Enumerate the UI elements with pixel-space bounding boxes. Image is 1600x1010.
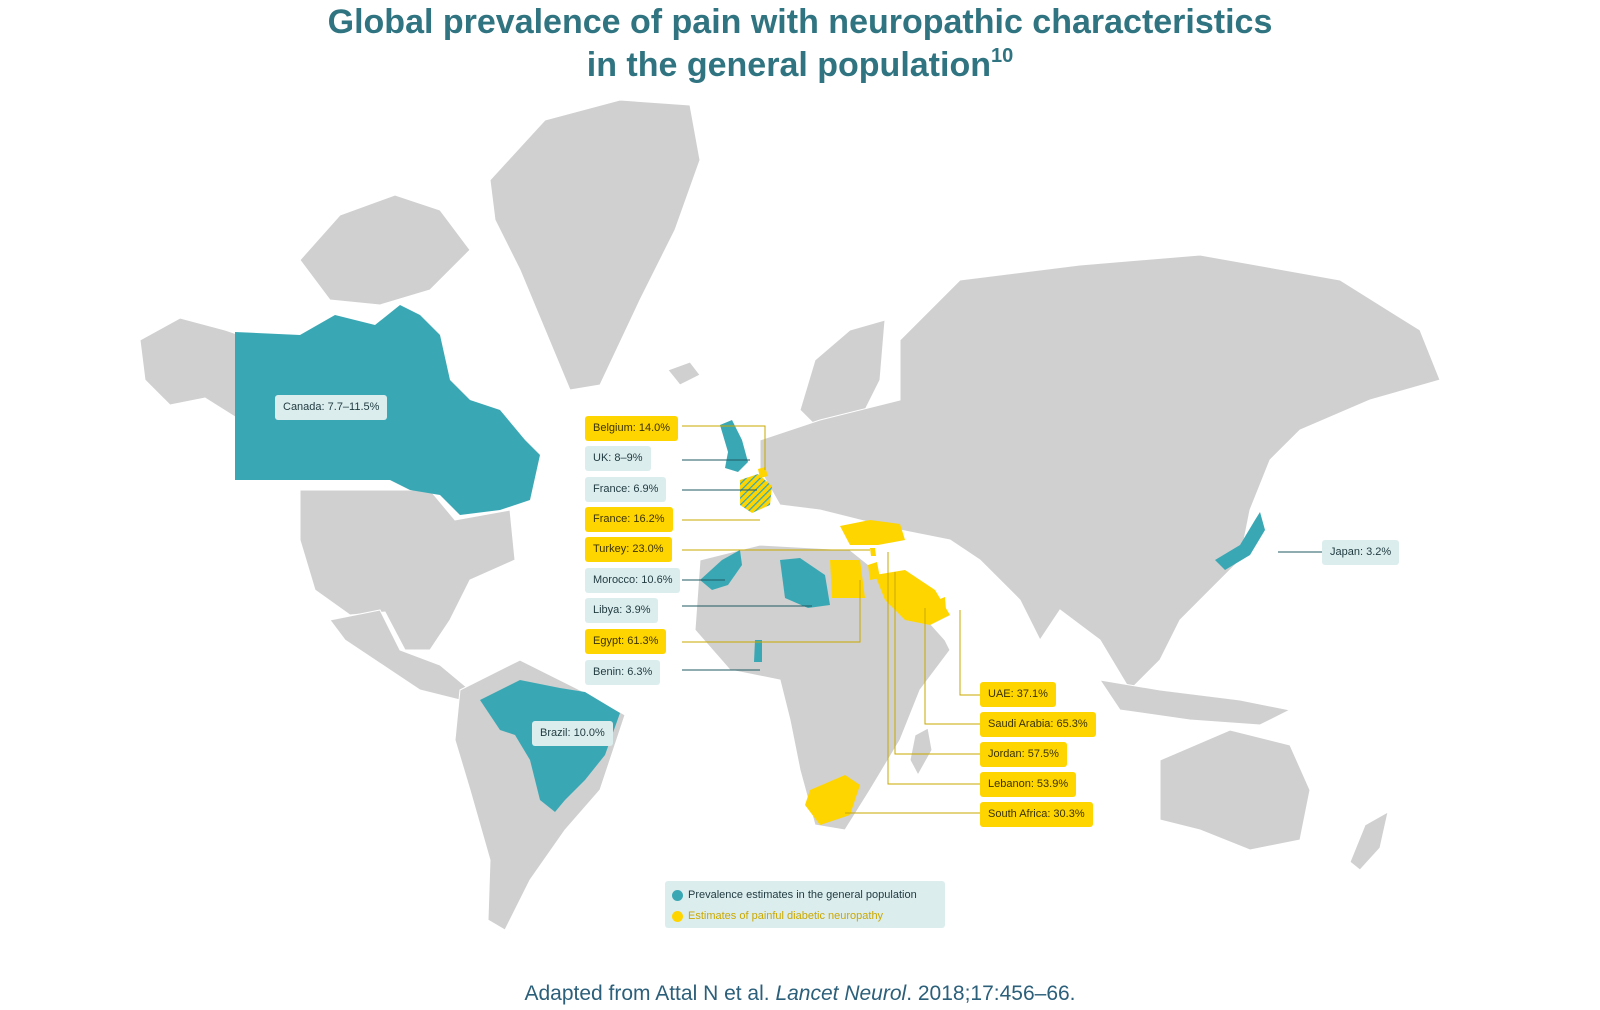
uae-region bbox=[930, 597, 946, 612]
footnote-prefix: Adapted from Attal N et al. bbox=[524, 982, 776, 1005]
australia-landmass bbox=[1159, 729, 1311, 851]
label-canada: Canada: 7.7–11.5% bbox=[275, 395, 388, 420]
egypt-leader-line bbox=[682, 580, 861, 643]
label-turkey: Turkey: 23.0% bbox=[585, 537, 672, 562]
title-line-2: in the general population10 bbox=[0, 44, 1600, 87]
label-south-africa: South Africa: 30.3% bbox=[980, 802, 1093, 827]
title-line-2-text: in the general population bbox=[586, 46, 991, 84]
source-footnote: Adapted from Attal N et al. Lancet Neuro… bbox=[0, 982, 1600, 1006]
legend-item-diabetic: Estimates of painful diabetic neuropathy bbox=[672, 907, 883, 925]
saudi-arabia-region bbox=[875, 570, 950, 625]
north-america-landmass bbox=[299, 489, 516, 651]
brazil-region bbox=[480, 680, 620, 812]
lebanon-region bbox=[870, 548, 876, 556]
label-lebanon: Lebanon: 53.9% bbox=[980, 772, 1077, 797]
japan-region bbox=[1215, 512, 1265, 570]
label-egypt: Egypt: 61.3% bbox=[585, 629, 667, 654]
footnote-suffix: . 2018;17:456–66. bbox=[906, 982, 1076, 1005]
belgium-leader-line bbox=[682, 425, 766, 470]
legend-dot-teal bbox=[672, 889, 683, 901]
greenland-landmass bbox=[489, 99, 701, 391]
label-uae: UAE: 37.1% bbox=[980, 682, 1056, 707]
label-japan: Japan: 3.2% bbox=[1322, 540, 1400, 565]
label-france-diabetic: France: 16.2% bbox=[585, 507, 673, 532]
label-france-general: France: 6.9% bbox=[585, 477, 667, 502]
label-uk: UK: 8–9% bbox=[585, 446, 651, 471]
label-libya: Libya: 3.9% bbox=[585, 598, 659, 623]
landmasses bbox=[139, 99, 1441, 931]
madagascar-landmass bbox=[909, 727, 933, 777]
map-legend: Prevalence estimates in the general popu… bbox=[665, 881, 945, 928]
benin-region bbox=[754, 640, 762, 662]
label-saudi-arabia: Saudi Arabia: 65.3% bbox=[980, 712, 1096, 737]
alaska-landmass bbox=[139, 317, 241, 421]
uae-leader-line bbox=[959, 610, 980, 696]
label-belgium: Belgium: 14.0% bbox=[585, 416, 679, 441]
label-brazil: Brazil: 10.0% bbox=[532, 721, 613, 746]
jordan-leader-line bbox=[894, 572, 980, 755]
leader-lines bbox=[682, 425, 1322, 814]
libya-region bbox=[780, 558, 830, 608]
arctic-islands-landmass bbox=[299, 194, 471, 306]
highlighted-countries bbox=[235, 305, 1265, 825]
new-zealand-landmass bbox=[1349, 811, 1389, 871]
iceland-landmass bbox=[667, 361, 701, 386]
legend-label-diabetic: Estimates of painful diabetic neuropathy bbox=[688, 910, 884, 922]
legend-item-general: Prevalence estimates in the general popu… bbox=[672, 886, 917, 904]
uk-region bbox=[720, 420, 748, 472]
saudi-arabia-leader-line bbox=[924, 608, 980, 725]
lebanon-leader-line bbox=[887, 552, 980, 785]
title-reference: 10 bbox=[990, 45, 1014, 67]
footnote-journal: Lancet Neurol bbox=[775, 982, 907, 1005]
france-region bbox=[740, 474, 772, 513]
label-benin: Benin: 6.3% bbox=[585, 660, 661, 685]
title-line-1: Global prevalence of pain with neuropath… bbox=[327, 3, 1273, 41]
jordan-region bbox=[868, 562, 880, 580]
canada-region bbox=[235, 305, 540, 515]
indonesia-landmass bbox=[1098, 679, 1292, 726]
label-jordan: Jordan: 57.5% bbox=[980, 742, 1067, 767]
legend-dot-yellow bbox=[672, 910, 683, 922]
egypt-region bbox=[830, 560, 865, 598]
legend-label-general: Prevalence estimates in the general popu… bbox=[688, 889, 917, 901]
label-morocco: Morocco: 10.6% bbox=[585, 568, 681, 593]
map-title: Global prevalence of pain with neuropath… bbox=[0, 1, 1600, 87]
turkey-region bbox=[840, 520, 905, 545]
